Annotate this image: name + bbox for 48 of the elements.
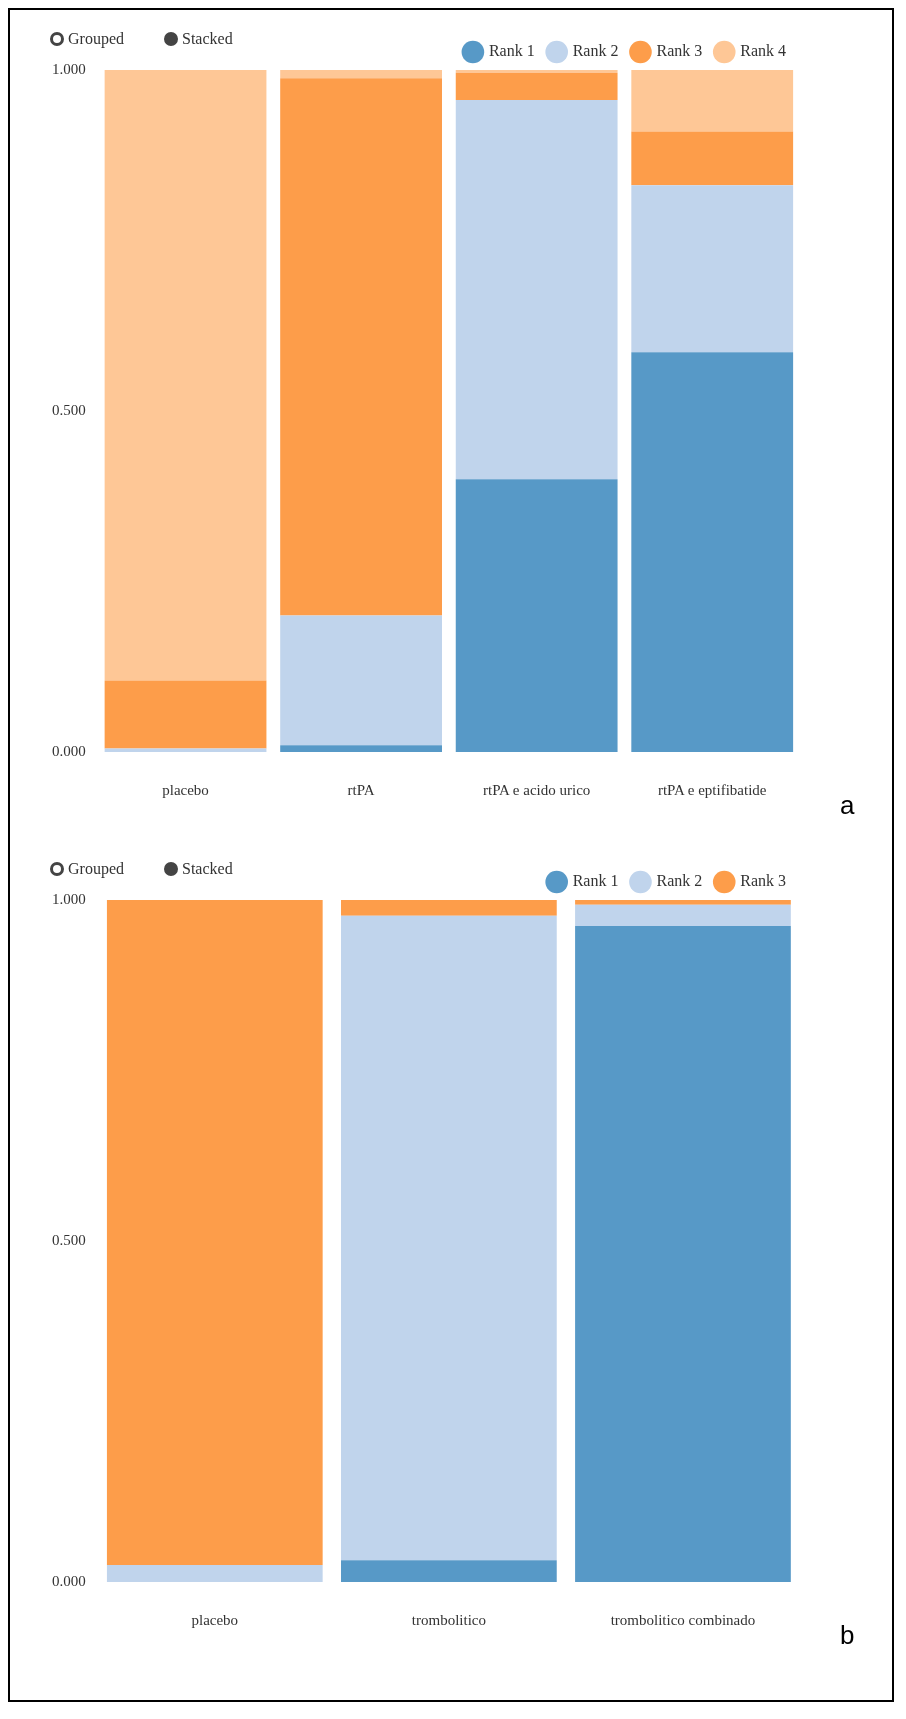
bar xyxy=(455,70,618,73)
legend-label: Rank 1 xyxy=(572,872,619,890)
legend-label: Rank 1 xyxy=(488,42,535,60)
x-tick-label: placebo xyxy=(191,1611,239,1628)
bar xyxy=(575,925,791,1582)
bar xyxy=(280,70,442,79)
legend-label: Rank 4 xyxy=(740,42,787,60)
y-tick-label: 0.000 xyxy=(52,742,86,759)
bar xyxy=(455,100,618,480)
x-tick-label: trombolitico combinado xyxy=(610,1611,756,1628)
text: a xyxy=(840,790,855,821)
bar xyxy=(280,745,442,752)
y-tick-label: 1.000 xyxy=(52,890,86,907)
bar xyxy=(631,185,794,353)
bar xyxy=(106,1564,323,1582)
bar xyxy=(280,615,442,746)
bar xyxy=(104,680,267,749)
text: Stacked xyxy=(181,30,233,48)
bar xyxy=(106,900,323,1565)
legend-label: Rank 3 xyxy=(740,872,787,890)
bar xyxy=(631,352,794,752)
text: b xyxy=(840,1620,855,1651)
y-tick-label: 0.000 xyxy=(52,1572,86,1589)
bar xyxy=(104,70,267,681)
legend-label: Rank 2 xyxy=(572,42,619,60)
y-tick-label: 1.000 xyxy=(52,60,86,77)
bar xyxy=(455,479,618,752)
text: Grouped xyxy=(68,30,124,48)
bar xyxy=(631,131,794,186)
text: Grouped xyxy=(68,860,124,878)
bar xyxy=(575,904,791,926)
bar xyxy=(631,70,794,132)
x-tick-label: rtPA e eptifibatide xyxy=(657,781,767,798)
y-tick-label: 0.500 xyxy=(52,401,86,418)
x-tick-label: rtPA e acido urico xyxy=(482,781,591,798)
legend-label: Rank 2 xyxy=(656,872,703,890)
bar xyxy=(455,72,618,101)
bar xyxy=(280,78,442,616)
bar xyxy=(341,915,557,1561)
x-tick-label: rtPA xyxy=(347,781,375,798)
x-tick-label: placebo xyxy=(162,781,209,798)
bar xyxy=(341,900,557,916)
bar xyxy=(575,900,791,905)
y-tick-label: 0.500 xyxy=(52,1231,86,1248)
text: Stacked xyxy=(181,860,233,878)
bar xyxy=(341,1560,557,1582)
legend-label: Rank 3 xyxy=(656,42,703,60)
x-tick-label: trombolitico xyxy=(411,1611,486,1628)
